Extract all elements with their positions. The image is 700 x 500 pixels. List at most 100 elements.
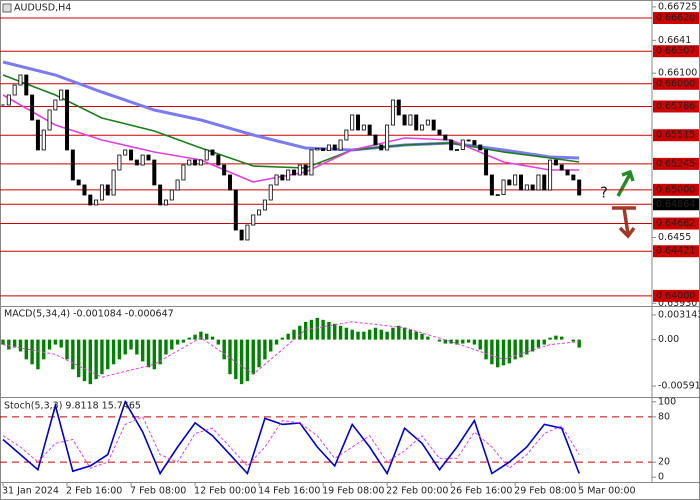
candle — [111, 169, 116, 196]
histogram-bar — [496, 339, 500, 368]
candle — [326, 144, 331, 151]
panel-title: AUDUSD,H4 — [14, 3, 71, 14]
candle — [169, 189, 174, 201]
candle — [105, 184, 110, 196]
y-tick-label: 0.66100 — [658, 68, 697, 79]
candle — [361, 124, 366, 131]
level-label: 0.66000 — [656, 78, 695, 89]
x-tick-label: 22 Feb 00:00 — [386, 486, 448, 497]
candle — [30, 94, 35, 121]
candle — [350, 114, 355, 131]
candle — [559, 164, 564, 171]
x-tick-label: 19 Feb 08:00 — [322, 486, 384, 497]
y-tick-label: 80 — [658, 411, 670, 422]
histogram-bar — [356, 331, 360, 340]
histogram-bar — [420, 333, 424, 340]
histogram-bar — [577, 339, 581, 348]
level-label: 0.66620 — [656, 13, 695, 24]
histogram-bar — [76, 339, 81, 378]
histogram-bar — [466, 339, 471, 343]
histogram-bar — [519, 339, 523, 358]
candle — [530, 184, 535, 191]
candle — [163, 199, 168, 206]
histogram-bar — [472, 339, 477, 345]
candle — [425, 119, 430, 126]
candle — [88, 194, 93, 206]
candle — [268, 184, 273, 201]
histogram-bar — [408, 329, 413, 340]
histogram-bar — [426, 336, 430, 340]
up-arrow — [616, 169, 635, 197]
histogram-bar — [65, 339, 69, 360]
histogram-bar — [47, 339, 52, 350]
histogram-bar — [18, 339, 23, 352]
candle — [338, 139, 343, 151]
candle — [24, 74, 29, 96]
histogram-bar — [280, 337, 285, 340]
candle — [59, 89, 64, 101]
histogram-bar — [554, 335, 558, 340]
candle — [408, 114, 413, 126]
candle — [274, 174, 279, 186]
level-label: 0.64000 — [656, 290, 695, 301]
y-tick-label: -0.00591 — [658, 381, 700, 392]
panel-title: Stoch(5,3,3) 9.8118 15.7465 — [4, 401, 141, 412]
candle — [18, 74, 23, 86]
histogram-bar — [315, 317, 319, 340]
histogram-bar — [135, 339, 139, 355]
level-label-bg — [653, 12, 699, 25]
histogram-bar — [164, 339, 168, 355]
candle — [571, 174, 576, 181]
x-tick-label: 29 Feb 08:00 — [514, 486, 576, 497]
title-icon — [2, 3, 12, 13]
histogram-bar — [333, 323, 337, 340]
candle — [449, 139, 454, 151]
candle — [379, 144, 384, 151]
candle — [373, 134, 378, 146]
x-tick-label: 2 Feb 16:00 — [66, 486, 122, 497]
candle — [309, 149, 314, 176]
histogram-bar — [42, 339, 46, 360]
down-arrow — [612, 206, 636, 239]
candle — [198, 159, 203, 166]
candle — [396, 99, 401, 116]
panel-title: MACD(5,34,4) -0.001084 -0.000647 — [4, 309, 174, 320]
histogram-bar — [385, 331, 389, 340]
line — [2, 399, 580, 476]
histogram-bar — [507, 339, 512, 364]
level-label: 0.65000 — [656, 184, 695, 195]
histogram-bar — [269, 339, 273, 352]
candle — [222, 164, 227, 176]
level-label-bg — [653, 77, 699, 90]
candle — [291, 169, 296, 176]
line — [2, 60, 580, 160]
candle — [94, 199, 99, 206]
candle — [187, 159, 192, 166]
x-tick-label: 12 Feb 00:00 — [194, 486, 256, 497]
histogram-bar — [228, 339, 232, 375]
candle — [460, 139, 465, 150]
candle — [76, 179, 81, 186]
level-label-bg — [653, 157, 699, 170]
y-tick-label: 0.003143 — [658, 309, 700, 320]
candle — [553, 159, 558, 166]
histogram-bar — [152, 339, 157, 370]
candle — [65, 89, 70, 151]
candle — [117, 154, 122, 171]
candle — [420, 124, 425, 131]
level-label: 0.65515 — [656, 130, 695, 141]
histogram-bar — [455, 339, 459, 345]
candle — [129, 149, 134, 161]
annotation: ? — [600, 184, 608, 202]
histogram-bar — [327, 321, 331, 340]
histogram-bar — [490, 339, 494, 365]
candle — [146, 154, 151, 161]
level-label-bg — [653, 183, 699, 196]
candle — [286, 169, 291, 181]
level-label: 0.65245 — [656, 158, 695, 169]
candle — [47, 109, 52, 131]
candle — [158, 184, 163, 206]
histogram-bar — [321, 319, 325, 340]
candle — [472, 140, 477, 146]
